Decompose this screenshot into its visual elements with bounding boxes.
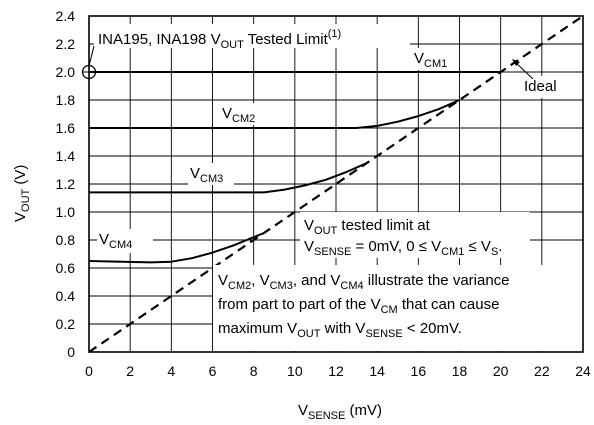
x-tick-label: 14 — [369, 363, 385, 379]
y-tick-label: 0.6 — [56, 260, 76, 276]
y-tick-label: 1.0 — [56, 204, 76, 220]
ideal-label: Ideal — [524, 78, 557, 95]
x-tick-labels: 0 2 4 6 8 10 12 14 16 18 20 22 24 — [85, 363, 591, 379]
vcm1-label: VCM1 — [414, 50, 447, 70]
vcm4-label-background — [97, 229, 153, 253]
variance-note-line3: maximum VOUT with VSENSE < 20mV. — [218, 320, 462, 340]
y-tick-labels: 0 0.2 0.4 0.6 0.8 1.0 1.2 1.4 1.6 1.8 2.0 2.2 2.4 — [56, 8, 76, 360]
y-tick-label: 0.8 — [56, 232, 76, 248]
top-label-leader — [88, 45, 95, 67]
y-tick-label: 1.6 — [56, 120, 76, 136]
vcm3-label: VCM3 — [190, 165, 223, 185]
x-tick-label: 16 — [411, 363, 427, 379]
y-tick-label: 1.8 — [56, 92, 76, 108]
vcm2-label: VCM2 — [222, 105, 255, 125]
y-tick-label: 1.4 — [56, 148, 76, 164]
x-tick-label: 10 — [287, 363, 303, 379]
top-label-background — [94, 24, 410, 48]
y-tick-label: 0.4 — [56, 288, 76, 304]
plot-frame — [88, 15, 584, 353]
vcm3-label-background — [188, 163, 234, 185]
series-vcm4-line — [88, 232, 265, 264]
ideal-label-background — [518, 76, 572, 98]
variance-note-line1: VCM2, VCM3, and VCM4 illustrate the vari… — [218, 272, 510, 292]
annotation-box-tested-limit — [300, 212, 530, 258]
series-vcm3-line — [89, 162, 368, 194]
series-lines — [88, 15, 584, 353]
x-tick-label: 4 — [167, 363, 175, 379]
x-axis-title: VSENSE (mV) — [298, 402, 382, 422]
annotation-box-variance — [213, 265, 587, 351]
y-tick-label: 1.2 — [56, 176, 76, 192]
x-tick-label: 18 — [452, 363, 468, 379]
y-axis-title: VOUT (V) — [12, 165, 32, 222]
y-tick-label: 0.2 — [56, 316, 76, 332]
tested-limit-note-line2: VSENSE = 0mV, 0 ≤ VCM1 ≤ VS. — [304, 238, 502, 258]
x-tick-label: 20 — [493, 363, 509, 379]
ideal-arrowhead — [512, 59, 520, 66]
x-tick-label: 0 — [85, 363, 93, 379]
variance-note-line2: from part to part of the VCM that can ca… — [218, 296, 499, 316]
y-tick-label: 2.2 — [56, 36, 76, 52]
vcm1-label-background — [411, 48, 455, 70]
x-tick-label: 24 — [575, 363, 591, 379]
y-tick-label: 2.0 — [56, 64, 76, 80]
vcm2-label-background — [220, 103, 266, 125]
x-tick-label: 8 — [250, 363, 258, 379]
x-tick-label: 6 — [209, 363, 217, 379]
x-tick-label: 2 — [126, 363, 134, 379]
vcm4-label: VCM4 — [99, 231, 132, 251]
y-tick-label: 2.4 — [56, 8, 76, 24]
series-vcm2-line — [89, 99, 460, 129]
y-tick-label: 0 — [67, 344, 75, 360]
x-tick-label: 22 — [534, 363, 550, 379]
top-label: INA195, INA198 VOUT Tested Limit(1) — [98, 28, 341, 51]
x-tick-label: 12 — [328, 363, 344, 379]
tested-limit-note-line1: VOUT tested limit at — [304, 217, 431, 237]
